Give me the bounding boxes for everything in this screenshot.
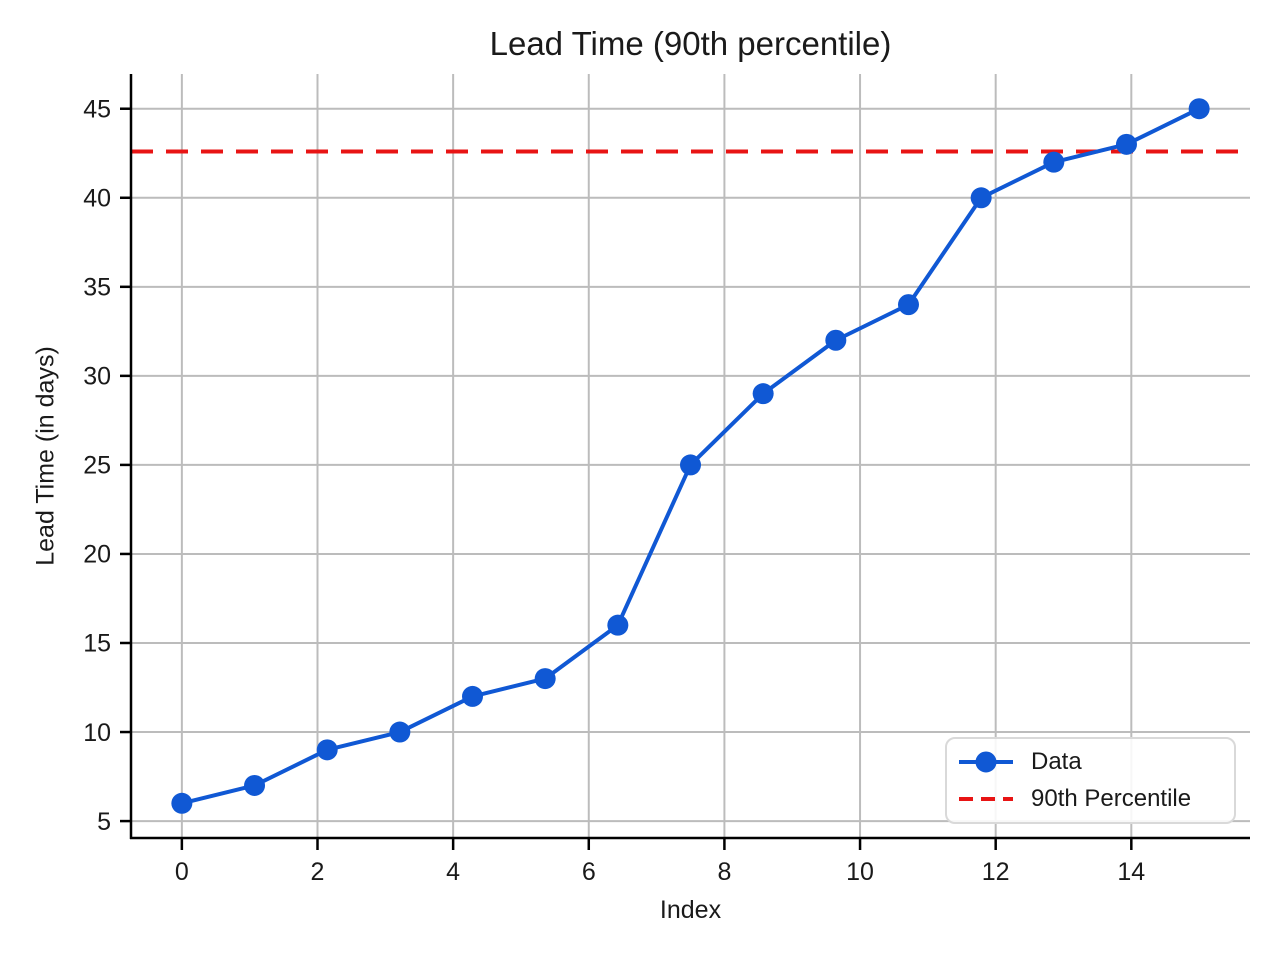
data-point-marker [897, 294, 919, 316]
x-tick-label: 14 [1117, 858, 1145, 886]
data-point-marker [316, 739, 338, 761]
data-point-marker [389, 721, 411, 743]
legend-label-data: Data [1031, 748, 1082, 775]
x-tick-label: 8 [717, 858, 731, 886]
y-tick-label: 40 [83, 185, 111, 213]
legend: Data 90th Percentile [945, 737, 1236, 824]
x-tick-label: 2 [311, 858, 325, 886]
y-tick-label: 25 [83, 452, 111, 480]
data-point-marker [1188, 98, 1210, 120]
y-tick-label: 15 [83, 630, 111, 658]
data-point-marker [1115, 133, 1137, 155]
x-tick-label: 10 [846, 858, 874, 886]
x-tick-label: 0 [175, 858, 189, 886]
legend-label-percentile: 90th Percentile [1031, 785, 1192, 812]
y-axis-label: Lead Time (in days) [31, 346, 60, 566]
x-tick-label: 4 [446, 858, 460, 886]
data-point-marker [462, 685, 484, 707]
data-series-swatch-icon [959, 751, 1013, 773]
data-point-marker [825, 329, 847, 351]
y-tick-label: 35 [83, 274, 111, 302]
y-tick-label: 20 [83, 541, 111, 569]
data-point-marker [607, 614, 629, 636]
y-tick-label: 5 [97, 808, 111, 836]
data-point-marker [680, 454, 701, 476]
data-point-marker [171, 792, 193, 814]
legend-item-percentile: 90th Percentile [957, 785, 1234, 813]
y-tick-label: 30 [83, 363, 111, 391]
data-point-marker [752, 383, 774, 405]
y-tick-label: 10 [83, 719, 111, 747]
percentile-swatch-icon [959, 797, 1013, 801]
data-point-marker [244, 774, 266, 796]
x-tick-label: 12 [982, 858, 1010, 886]
y-tick-label: 45 [83, 95, 111, 123]
legend-item-data: Data [957, 748, 1234, 776]
x-axis-label: Index [659, 896, 722, 924]
data-point-marker [970, 187, 992, 209]
x-tick-label: 6 [582, 858, 596, 886]
data-point-marker [534, 668, 556, 690]
chart-title: Lead Time (90th percentile) [489, 25, 892, 62]
data-point-marker [1043, 151, 1065, 173]
